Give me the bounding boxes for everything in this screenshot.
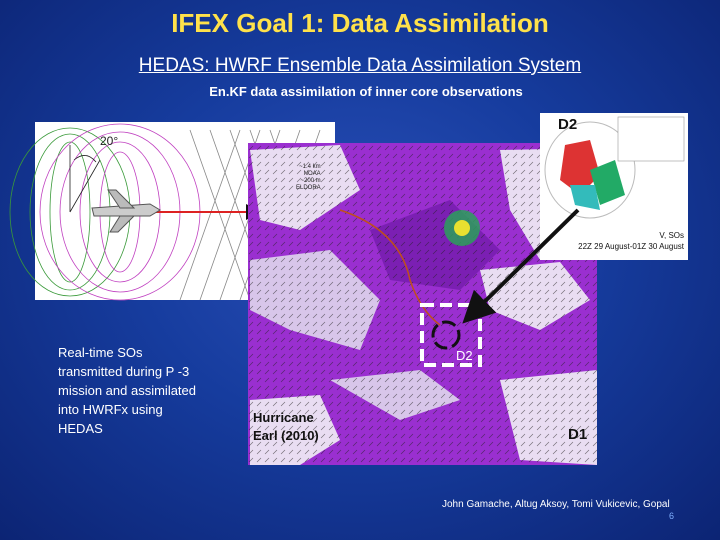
model-map: [248, 143, 597, 465]
inset-domain-label: D2: [558, 116, 578, 133]
radar-labels: ~1.4 km NOAA ~200 m ELDORA: [296, 164, 321, 192]
storm-label: Hurricane Earl (2010): [253, 410, 319, 443]
inset-variable: V, SOs: [659, 231, 684, 240]
note: Real-time SOs transmitted during P -3 mi…: [58, 345, 197, 436]
angle-label: 20°: [100, 134, 119, 148]
radar-label: ~200 m: [300, 178, 321, 184]
slide-title: IFEX Goal 1: Data Assimilation: [171, 8, 549, 38]
map-domain-d1: D1: [568, 426, 588, 443]
inset-caption: V, SOs 22Z 29 August-01Z 30 August: [540, 230, 688, 252]
inset-time: 22Z 29 August-01Z 30 August: [578, 242, 684, 251]
subtitle: HEDAS: HWRF Ensemble Data Assimilation S…: [138, 55, 582, 76]
authors: John Gamache, Altug Aksoy, Tomi Vukicevi…: [442, 499, 670, 510]
radar-label: ~1.4 km: [299, 164, 321, 170]
page-number: 6: [669, 511, 675, 521]
radar-label: ELDORA: [296, 185, 321, 191]
radar-label: NOAA: [303, 171, 321, 177]
zoom-arrow: [462, 208, 580, 324]
inset-figure: [540, 113, 688, 260]
description: En.KF data assimilation of inner core ob…: [209, 84, 523, 99]
map-domain-d2: D2: [456, 348, 473, 363]
